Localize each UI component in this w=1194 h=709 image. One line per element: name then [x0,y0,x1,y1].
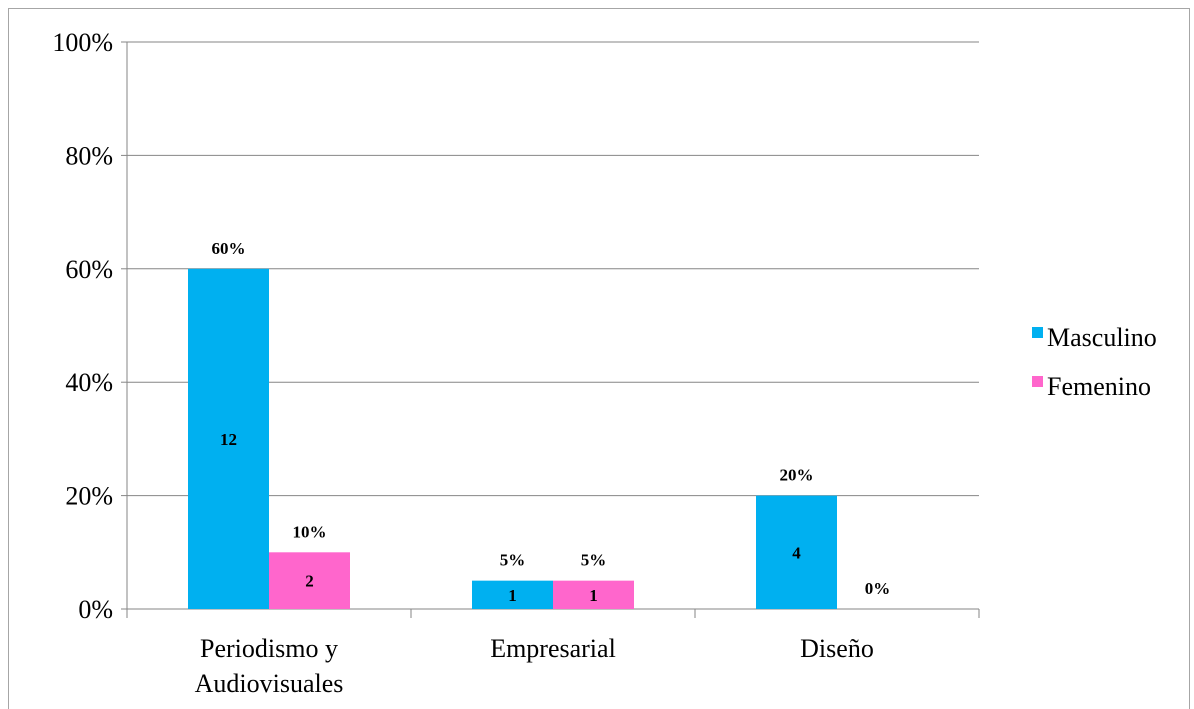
bar-masculino [188,268,269,609]
legend-label-masculino: Masculino [1047,323,1157,352]
data-label-count: 12 [220,430,237,449]
bar-masculino [472,580,553,609]
data-label-percent: 20% [780,466,814,485]
legend-swatch-masculino [1032,327,1043,338]
data-label-count: 2 [305,572,314,591]
x-category-label: Periodismo y [200,634,338,663]
y-tick-label: 0% [78,595,113,624]
bar-femenino [553,580,634,609]
y-tick-label: 20% [65,482,113,511]
x-category-label: Audiovisuales [195,669,344,698]
bars [188,268,837,609]
y-tick-label: 100% [52,28,113,57]
axes: 0%20%40%60%80%100%Periodismo yAudiovisua… [52,28,980,698]
data-label-percent: 10% [293,522,327,541]
data-labels: 60%125%120%410%25%1 0% [212,239,891,605]
data-label-count: 4 [792,543,801,562]
data-label-percent: 5% [500,551,526,570]
bar-masculino [756,495,837,609]
legend-swatch-femenino [1032,376,1043,387]
legend-label-femenino: Femenino [1047,372,1151,401]
data-label-percent: 60% [212,239,246,258]
data-label-count: 1 [589,586,598,605]
data-label-count: 1 [508,586,517,605]
x-category-label: Diseño [800,634,874,663]
y-tick-label: 80% [65,141,113,170]
data-label-percent: 5% [581,551,607,570]
y-tick-label: 40% [65,368,113,397]
data-label-percent: 0% [865,579,891,598]
y-tick-label: 60% [65,255,113,284]
x-category-label: Empresarial [490,634,616,663]
bar-femenino [269,552,350,609]
legend: Masculino Femenino [1032,323,1157,401]
